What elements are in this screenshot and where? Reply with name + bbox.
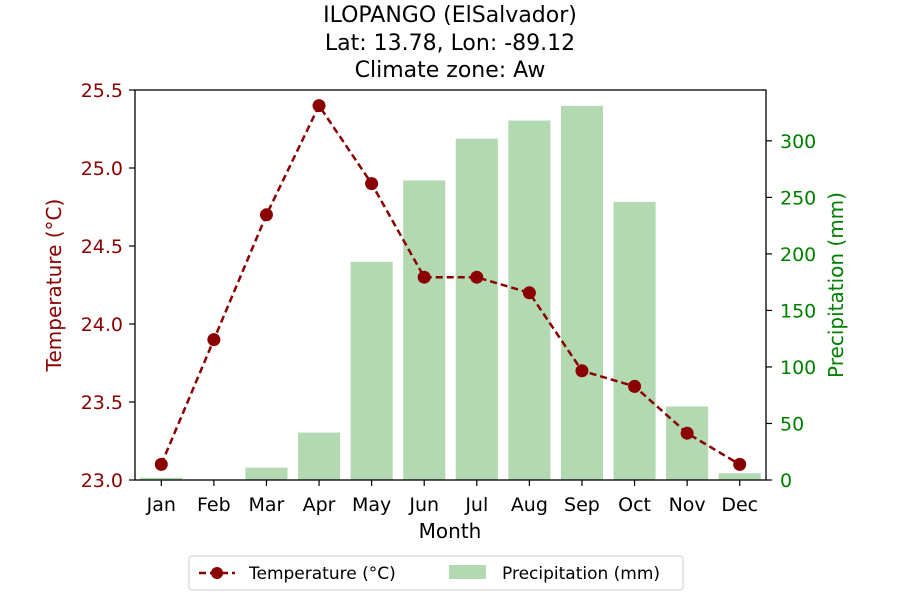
temperature-point-mar: [259, 208, 273, 222]
temperature-point-dec: [733, 457, 747, 471]
month-tick-label: Feb: [197, 494, 231, 516]
temperature-tick-label: 25.0: [81, 158, 123, 180]
precipitation-tick-label: 300: [780, 131, 816, 153]
temperature-axis: 23.0 23.5 24.0 24.5 25.0 25.5: [81, 80, 135, 492]
month-tick-label: Dec: [721, 494, 758, 516]
month-tick-label: Jan: [146, 494, 176, 516]
precipitation-tick-label: 150: [780, 300, 816, 322]
precipitation-tick-label: 100: [780, 357, 816, 379]
month-tick-label: Aug: [511, 494, 548, 516]
month-axis: Jan Feb Mar Apr May Jun Jul Aug Sep Oct Nov Dec: [146, 480, 758, 516]
precipitation-bar-jun: [403, 180, 446, 480]
legend: Temperature (°C) Precipitation (mm): [188, 555, 684, 591]
legend-temperature-label: Temperature (°C): [248, 564, 396, 584]
month-tick-label: Jun: [408, 494, 439, 516]
temperature-tick-label: 24.5: [81, 236, 123, 258]
month-tick-label: Mar: [249, 494, 285, 516]
legend-precipitation-label: Precipitation (mm): [502, 564, 660, 584]
title-line-2: Lat: 13.78, Lon: -89.12: [325, 31, 575, 56]
precipitation-axis-label: Precipitation (mm): [824, 192, 848, 378]
month-tick-label: Oct: [618, 494, 651, 516]
temperature-point-nov: [680, 426, 694, 440]
legend-box: [188, 555, 684, 591]
precipitation-bar-oct: [613, 201, 656, 480]
temperature-tick-label: 23.0: [81, 470, 123, 492]
temperature-point-jun: [417, 270, 431, 284]
precipitation-bar-apr: [298, 432, 341, 480]
precipitation-tick-label: 250: [780, 187, 816, 209]
temperature-point-jan: [154, 457, 168, 471]
temperature-point-feb: [207, 333, 221, 347]
temperature-point-sep: [575, 364, 589, 378]
temperature-axis-label: Temperature (°C): [42, 199, 66, 373]
temperature-tick-label: 25.5: [81, 80, 123, 102]
precipitation-tick-label: 200: [780, 244, 816, 266]
temperature-point-apr: [312, 99, 326, 113]
precipitation-bar-may: [350, 261, 393, 480]
x-axis-label: Month: [419, 519, 482, 543]
temperature-point-jul: [470, 270, 484, 284]
precipitation-bar-nov: [666, 406, 709, 480]
temperature-tick-label: 23.5: [81, 392, 123, 414]
month-tick-label: Jul: [464, 494, 488, 516]
precipitation-bar-dec: [718, 473, 761, 480]
temperature-line: [160, 103, 741, 466]
precipitation-bar-jan: [140, 477, 183, 480]
precipitation-bar-sep: [560, 105, 603, 480]
month-tick-label: Apr: [303, 494, 336, 516]
precipitation-bar-aug: [508, 120, 551, 481]
legend-precipitation-swatch: [449, 565, 486, 579]
month-tick-label: Nov: [669, 494, 706, 516]
precipitation-axis: 0 50 100 150 200 250 300: [766, 131, 816, 492]
precipitation-bar-jul: [455, 138, 498, 481]
temperature-tick-label: 24.0: [81, 314, 123, 336]
title-line-3: Climate zone: Aw: [355, 58, 546, 83]
precipitation-bars: [140, 105, 761, 481]
legend-temperature-marker: [211, 567, 223, 579]
precipitation-bar-mar: [245, 467, 288, 480]
month-tick-label: Sep: [564, 494, 600, 516]
title-line-1: ILOPANGO (ElSalvador): [323, 3, 577, 28]
chart-title: ILOPANGO (ElSalvador) Lat: 13.78, Lon: -…: [323, 3, 577, 83]
temperature-point-aug: [522, 286, 536, 300]
precipitation-tick-label: 50: [780, 413, 804, 435]
precipitation-tick-label: 0: [780, 470, 792, 492]
temperature-line-layer: [154, 99, 747, 471]
temperature-point-oct: [628, 379, 642, 393]
plot-frame: [134, 89, 767, 481]
temperature-point-may: [365, 177, 379, 191]
month-tick-label: May: [352, 494, 391, 516]
